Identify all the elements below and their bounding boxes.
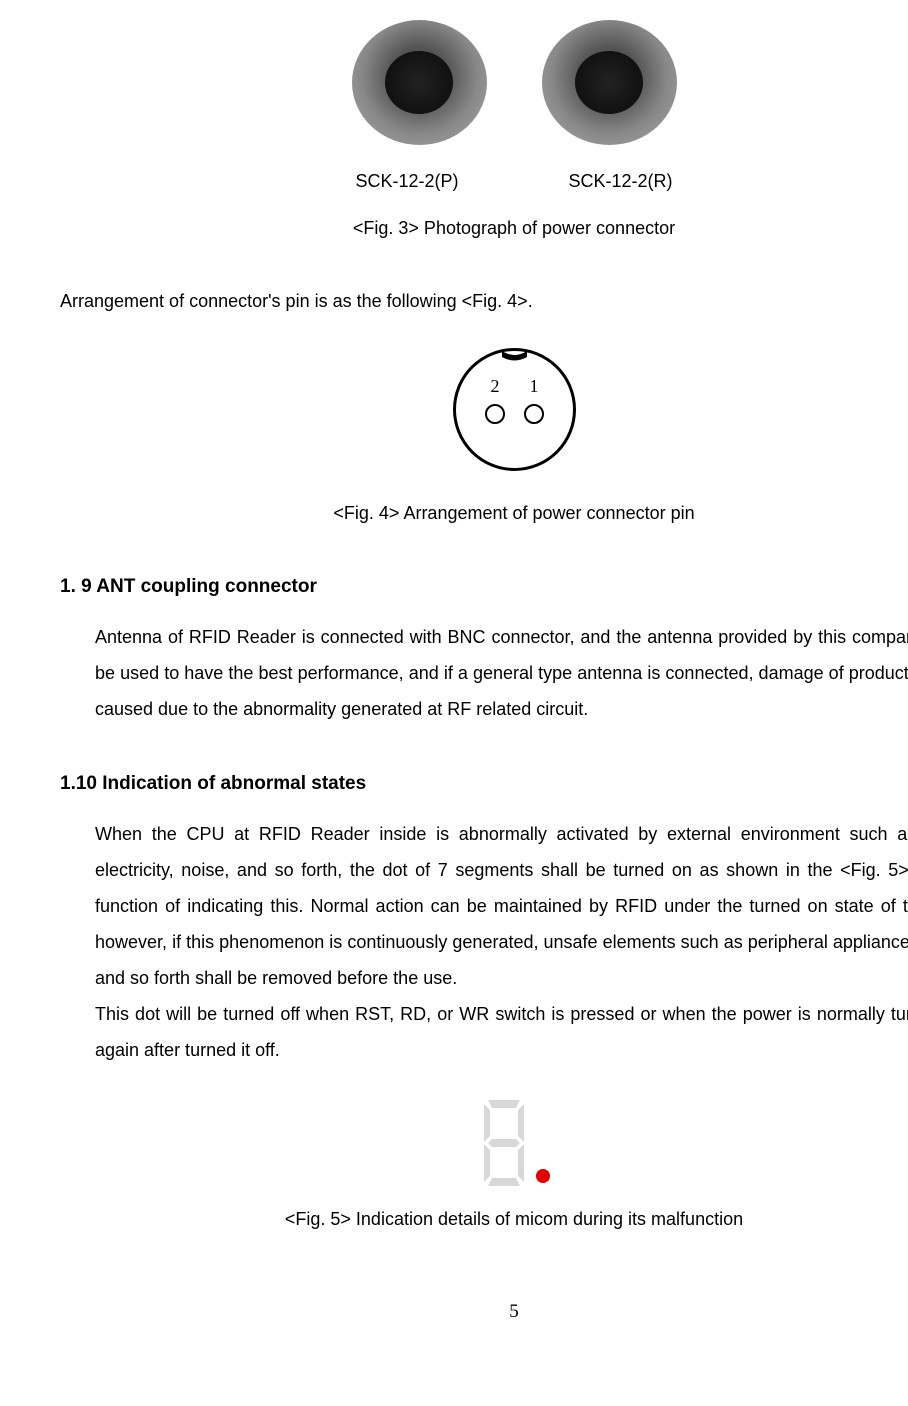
seven-segment-container (60, 1098, 908, 1188)
connector-right (542, 20, 677, 155)
section-1-10-heading: 1.10 Indication of abnormal states (60, 767, 908, 801)
section-1-9-heading: 1. 9 ANT coupling connector (60, 570, 908, 604)
pin-diagram-container: 2 1 (60, 342, 908, 477)
connector-right-label: SCK-12-2(R) (569, 165, 673, 197)
seven-segment-icon (478, 1098, 533, 1188)
fig5-caption: <Fig. 5> Indication details of micom dur… (60, 1203, 908, 1235)
pin2-label: 2 (490, 376, 499, 396)
intro-paragraph: Arrangement of connector's pin is as the… (60, 285, 908, 317)
connector-left (352, 20, 487, 155)
connector-photos-row (60, 20, 908, 155)
seven-segment-dot (536, 1169, 550, 1183)
fig3-caption: <Fig. 3> Photograph of power connector (60, 212, 908, 244)
section-1-10-body2: This dot will be turned off when RST, RD… (95, 996, 908, 1068)
page-number: 5 (60, 1295, 908, 1329)
section-1-9-body: Antenna of RFID Reader is connected with… (95, 619, 908, 727)
pin-diagram: 2 1 (447, 342, 582, 477)
pin1-label: 1 (529, 376, 538, 396)
connector-left-image (352, 20, 487, 145)
section-1-10-body1: When the CPU at RFID Reader inside is ab… (95, 816, 908, 996)
connector-left-label: SCK-12-2(P) (355, 165, 458, 197)
fig4-caption: <Fig. 4> Arrangement of power connector … (60, 497, 908, 529)
connector-right-image (542, 20, 677, 145)
